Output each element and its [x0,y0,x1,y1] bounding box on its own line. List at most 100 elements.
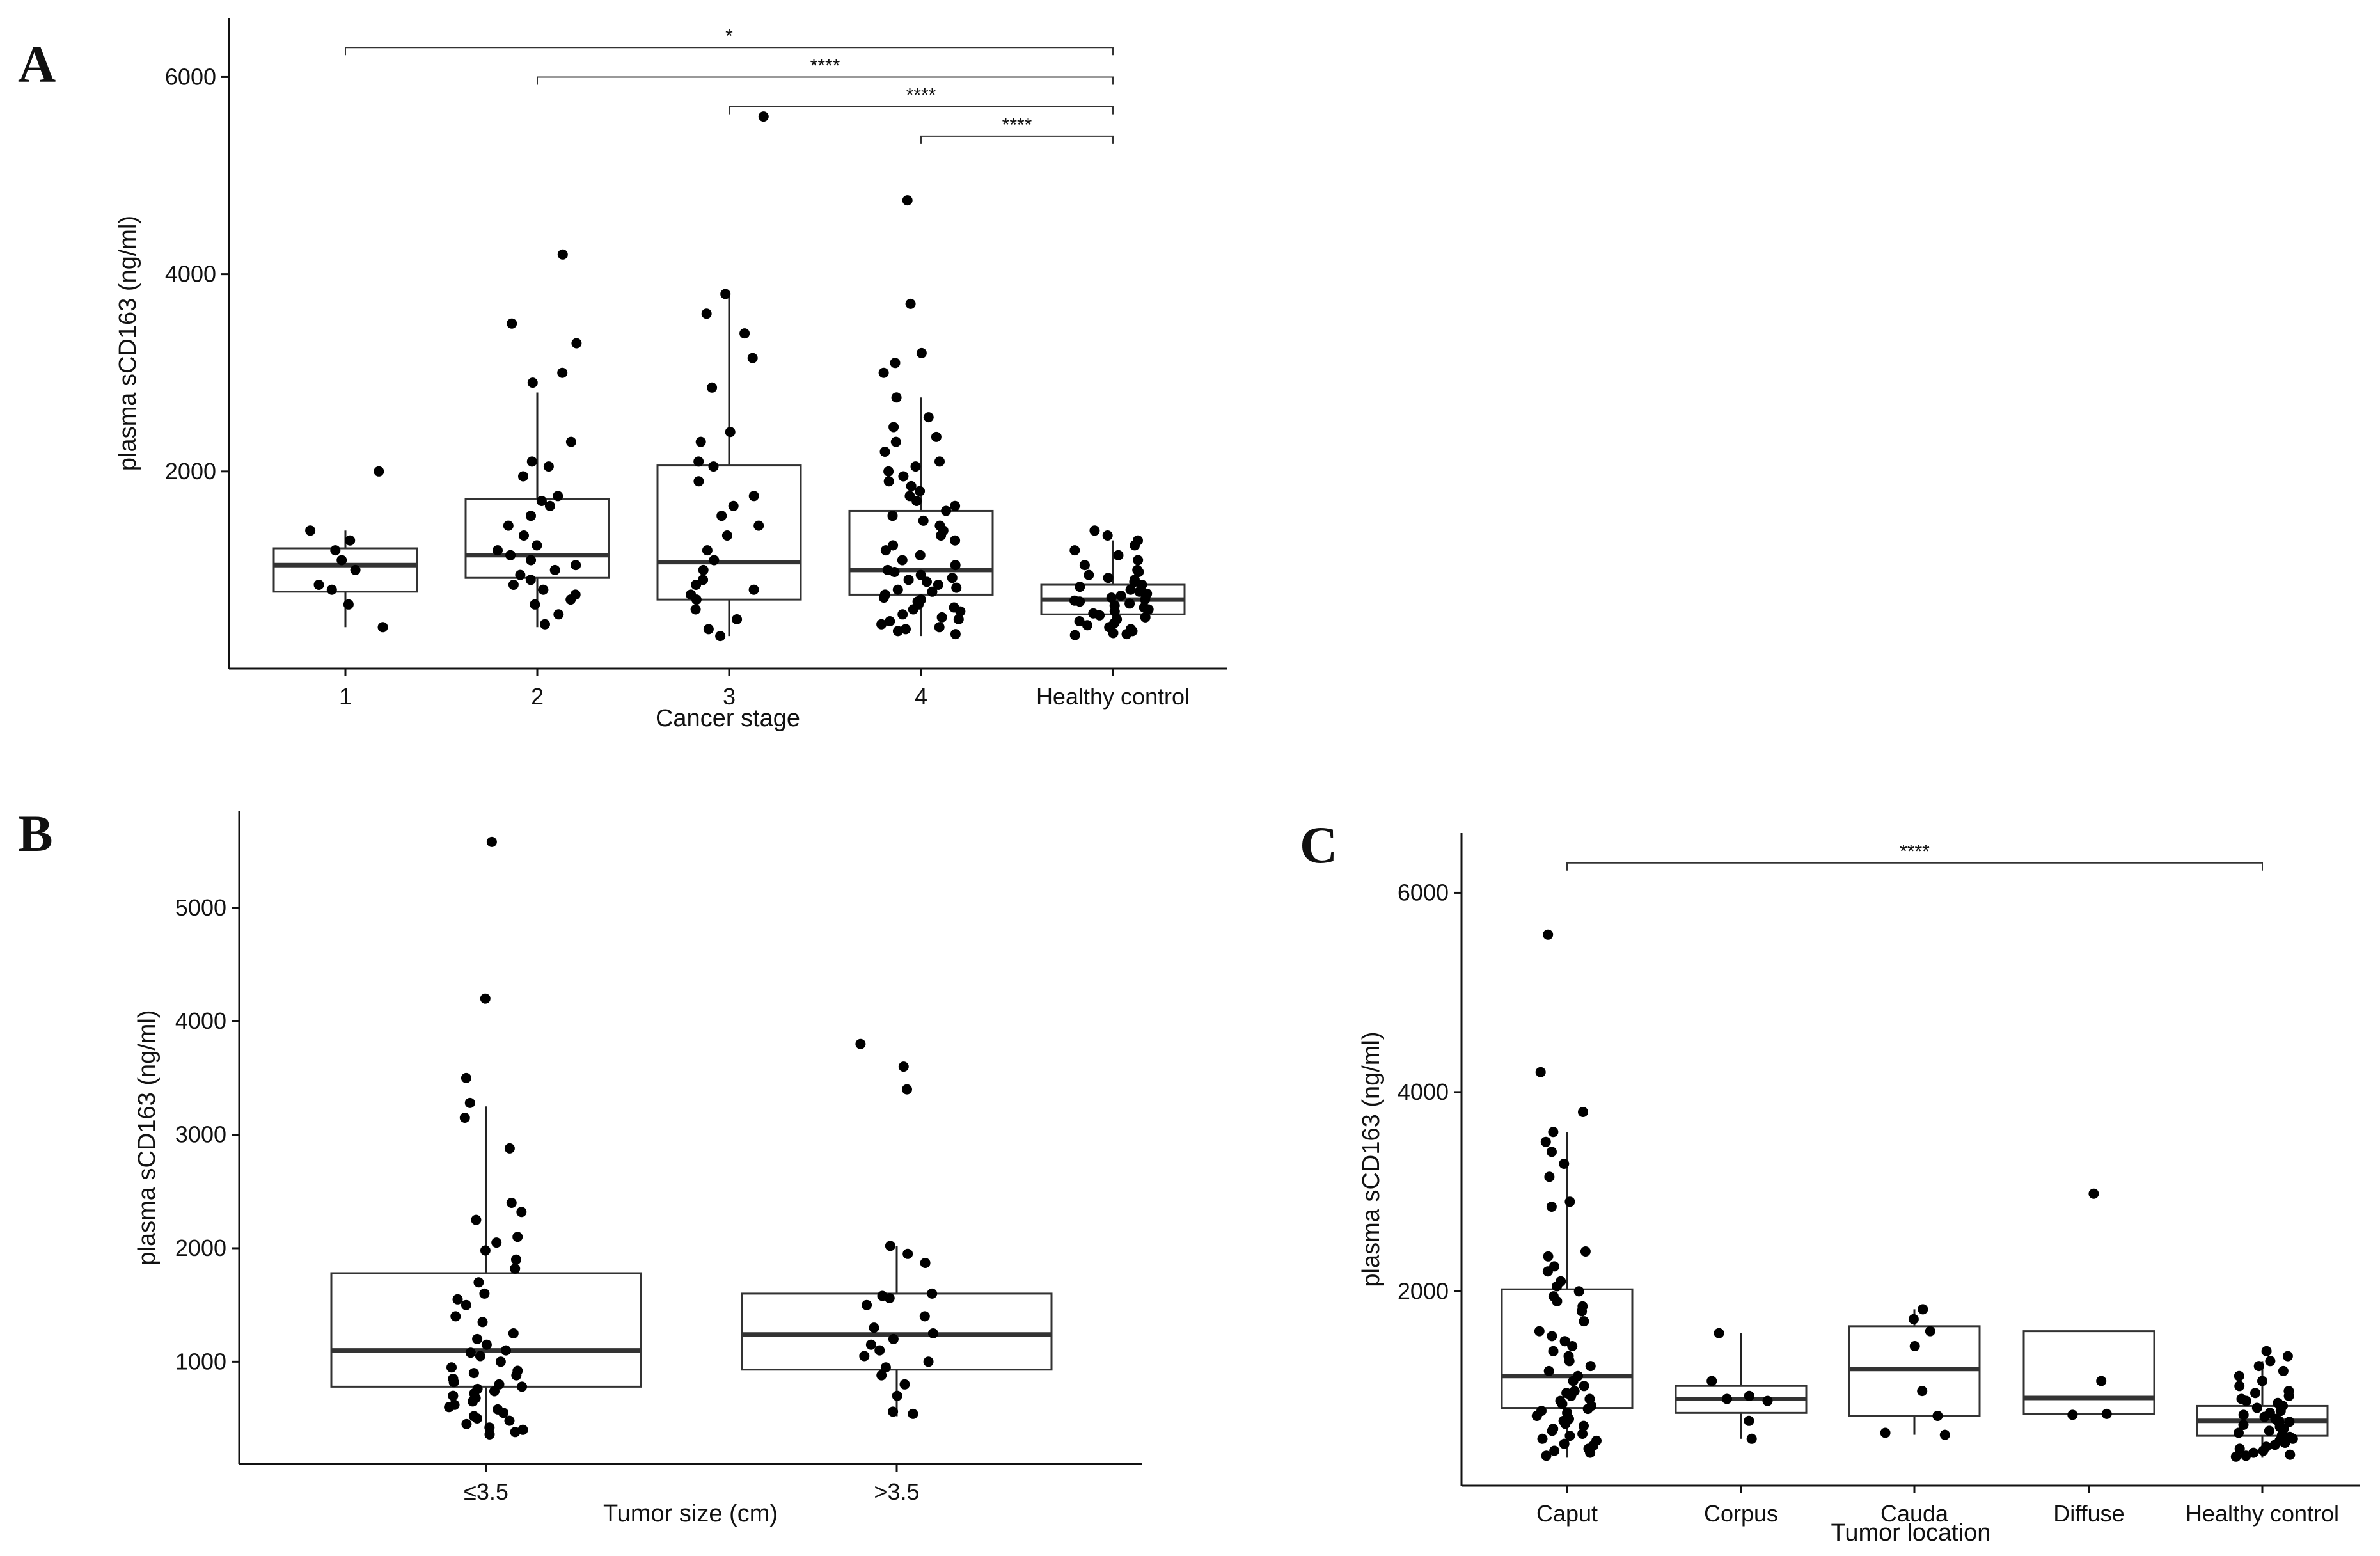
data-point [934,622,945,633]
data-point [902,1084,912,1095]
data-point [525,575,536,585]
data-point [1917,1386,1928,1397]
data-point [1075,596,1085,607]
x-tick-label: Cauda [1880,1500,1949,1527]
data-point [879,447,890,457]
data-point [565,436,576,447]
data-point [874,1345,885,1356]
y-tick-label: 4000 [175,1008,226,1034]
data-point [1579,1420,1589,1431]
data-point [936,530,947,541]
data-point [2284,1417,2295,1427]
data-point [1909,1341,1920,1351]
data-point [927,1288,938,1299]
data-point [326,584,337,595]
data-point [1548,1127,1559,1138]
data-point [2088,1188,2099,1199]
data-point [1543,1365,1554,1376]
data-point [880,545,891,556]
data-point [544,500,555,511]
data-point [1908,1314,1919,1324]
data-point [553,609,564,620]
data-point [936,612,947,623]
box [464,498,610,579]
data-point [916,347,927,358]
y-tick-label: 3000 [175,1122,226,1148]
data-point [2283,1390,2294,1401]
data-point [2238,1420,2249,1430]
panel-b: B 1000 2000 3000 4000 5000 ≤3.5 >3.5 plasma sCD1… [18,804,1142,1527]
data-point [518,471,528,482]
data-point [1115,591,1126,601]
data-point [2250,1388,2260,1399]
data-point [2234,1443,2245,1454]
data-point [543,461,554,472]
data-point [1547,1425,1557,1436]
y-axis-title: plasma sCD163 (ng/ml) [134,1010,161,1265]
data-point [891,392,902,403]
data-point [1925,1326,1935,1337]
data-point [915,569,926,580]
data-point [480,993,491,1004]
data-point [565,594,576,605]
data-point [902,1248,913,1259]
data-point [898,471,909,482]
data-point [1133,567,1144,577]
data-point [887,511,898,521]
data-point [1143,604,1154,615]
data-point [1577,1306,1588,1317]
x-tick-label: ≤3.5 [464,1479,508,1505]
data-point [950,500,961,511]
box [741,1292,1053,1371]
data-point [897,609,908,620]
data-point [748,584,759,595]
data-point [1939,1429,1950,1440]
data-point [1079,560,1090,571]
data-point [702,545,713,556]
y-tick-label: 6000 [165,63,216,90]
data-point [890,358,901,369]
data-point [1564,1431,1575,1441]
data-point [910,461,921,472]
data-point [2096,1376,2107,1386]
data-point [1564,1196,1575,1207]
data-point [1544,1171,1555,1182]
data-point [468,1368,479,1379]
data-point [2258,1445,2269,1456]
data-point [491,1237,502,1248]
data-point [1546,1202,1557,1212]
data-point [950,560,961,571]
data-point [464,1097,475,1108]
data-point [479,1288,490,1299]
data-point [2234,1427,2244,1438]
data-point [1531,1411,1542,1421]
data-point [748,491,759,502]
data-point [1585,1361,1596,1372]
data-point [691,580,702,590]
data-point [915,486,926,496]
x-tick-label: Diffuse [2053,1500,2124,1527]
data-point [484,1429,495,1440]
data-point [693,456,704,467]
box [272,547,418,593]
box [2022,1330,2155,1415]
significance-label: **** [1900,841,1930,862]
data-point [1547,1331,1557,1342]
data-point [540,619,550,630]
data-point [885,616,895,626]
data-point [1129,576,1140,587]
data-point [526,555,537,566]
x-tick-label: 3 [723,683,736,710]
data-point [716,511,727,521]
data-point [899,1379,910,1390]
data-point [510,1263,521,1274]
data-point [1744,1390,1754,1401]
data-point [477,1317,488,1328]
data-point [1103,573,1114,584]
y-axis-title: plasma sCD163 (ng/ml) [114,216,141,471]
data-point [1140,594,1151,605]
data-point [892,1390,902,1401]
data-point [950,535,961,546]
data-point [950,629,961,640]
data-point [933,580,943,590]
